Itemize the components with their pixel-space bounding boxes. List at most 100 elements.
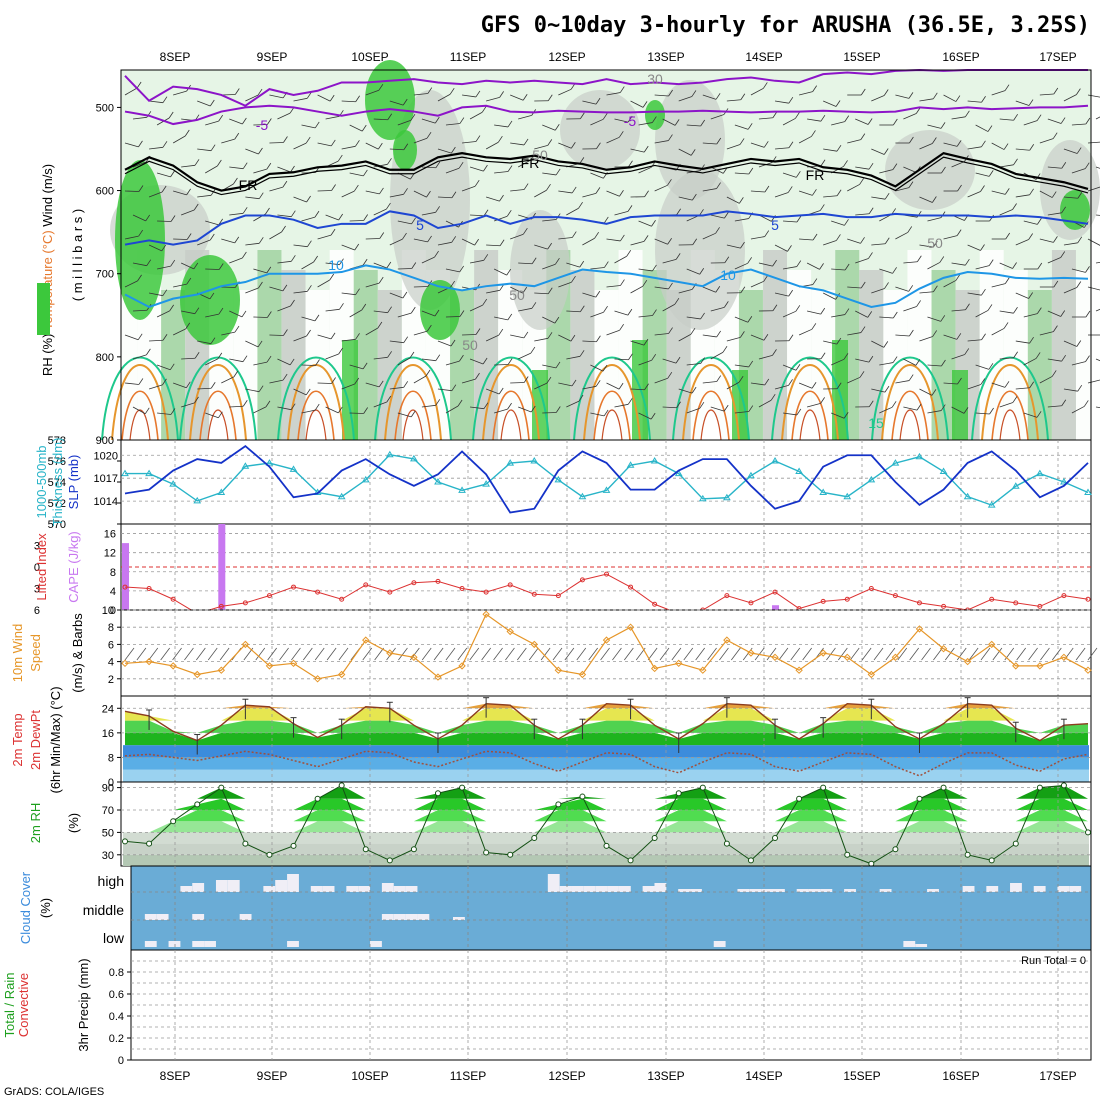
wind-barb <box>590 311 604 318</box>
wind-barb-flag <box>628 160 633 167</box>
wind-barb <box>847 139 861 144</box>
wind-barb-flag <box>218 263 224 270</box>
wind-barb-flag <box>795 364 801 371</box>
lifted-index-point <box>1013 600 1019 606</box>
wind-barb <box>975 412 990 415</box>
wind-barb-flag <box>411 217 416 225</box>
wind-barb <box>486 244 501 247</box>
wind-barb <box>871 243 886 246</box>
wind-barb <box>542 364 557 369</box>
wind-barb <box>774 292 789 297</box>
wind-barb <box>1087 379 1100 384</box>
wind-barb-flag <box>378 380 384 388</box>
wind-barb <box>806 262 820 270</box>
wind-barb <box>301 261 314 270</box>
wind-barb <box>710 351 724 360</box>
surface-barb <box>457 647 468 661</box>
wind-barb-flag <box>531 302 537 309</box>
wind-barb <box>662 358 677 364</box>
wind-barb <box>197 340 212 345</box>
wind-barb <box>590 172 604 179</box>
wind-barb-flag <box>692 238 698 245</box>
surface-barb <box>517 647 527 661</box>
cloud-middle-bar <box>393 914 406 920</box>
warm-arch-15 <box>179 356 257 441</box>
temp-band <box>125 732 1088 746</box>
wind-barb-flag <box>377 321 383 329</box>
wind-barb-flag <box>691 90 697 97</box>
surface-barb <box>1016 647 1026 661</box>
wind-barb-flag <box>883 89 889 96</box>
wind-barb <box>855 166 870 170</box>
wind-barb-flag <box>965 110 970 118</box>
wind-barb-flag <box>379 187 384 195</box>
lifted-index-point <box>459 586 465 591</box>
rh-point <box>362 846 369 853</box>
wind-barb-flag <box>570 142 576 149</box>
lifted-index-point <box>916 600 922 606</box>
contour-label: 30 <box>647 71 663 87</box>
wind-barb <box>205 358 218 366</box>
wind-speed-point <box>313 675 322 683</box>
cloud-low-bar <box>287 941 299 947</box>
wind-barb <box>726 196 740 204</box>
wind-barb-flag <box>595 97 601 105</box>
wind-speed-point <box>337 670 346 679</box>
surface-barb <box>921 647 931 661</box>
rh-point <box>1012 840 1019 847</box>
wind-barb-flag <box>313 255 318 263</box>
surface-barb <box>909 647 919 661</box>
wind-barb-flag <box>892 311 898 319</box>
surface-barb <box>219 647 230 661</box>
rh-band <box>125 810 1088 822</box>
wind-barb <box>630 148 645 153</box>
wind-barb-flag <box>652 264 657 272</box>
wind-speed-point <box>795 666 803 674</box>
contour-label: -5 <box>624 113 637 129</box>
wind-barb <box>606 382 620 390</box>
cloud-high-bar <box>749 889 762 892</box>
wind-barb <box>686 268 700 275</box>
precip-tick-label: 0 <box>118 1055 124 1067</box>
wind-barb <box>686 316 701 320</box>
wind-barb-flag <box>651 220 656 227</box>
wind-barb <box>614 255 627 264</box>
wind-barb-flag <box>1077 236 1083 244</box>
wind-barb-flag <box>136 81 142 89</box>
wind-barb-flag <box>434 309 440 317</box>
wind-barb <box>967 339 982 342</box>
wind-barb <box>389 238 403 246</box>
wind-barb <box>903 166 917 173</box>
wind-barb <box>341 190 355 198</box>
wind-barb <box>397 412 412 418</box>
precip-axis: 00.20.40.60.8 <box>109 967 131 1067</box>
cloud-high-bar <box>583 886 596 892</box>
wind-barb-flag <box>506 268 512 276</box>
wind-barb-flag <box>427 87 433 94</box>
wind-barb <box>245 340 259 348</box>
cloud-middle-label: middle <box>83 902 124 918</box>
surface-barb <box>493 647 503 661</box>
wind-barb <box>132 309 148 312</box>
wind-barb <box>582 192 597 198</box>
wind-barb <box>734 124 749 130</box>
surface-barb <box>647 647 658 661</box>
wind-barb <box>927 217 942 222</box>
wind-barb-flag <box>884 282 889 289</box>
wind-barb-flag <box>507 165 513 172</box>
wind-barb-flag <box>258 281 263 289</box>
wind-barb-flag <box>724 211 729 219</box>
wind-barb <box>895 334 910 337</box>
warm-arch-25 <box>199 390 237 441</box>
wind-barb <box>831 358 845 366</box>
wind-barb <box>606 285 621 288</box>
wind-barb-flag <box>267 118 272 125</box>
y-tick-label: 30 <box>102 850 114 862</box>
wind-barb-flag <box>330 228 336 236</box>
wind-barb-flag <box>892 267 897 274</box>
wind-barb-flag <box>234 325 240 333</box>
rh-point <box>483 849 490 856</box>
wind-barb-flag <box>403 143 409 150</box>
y-tick-label: 90 <box>102 783 114 795</box>
wind-barb <box>662 303 676 312</box>
